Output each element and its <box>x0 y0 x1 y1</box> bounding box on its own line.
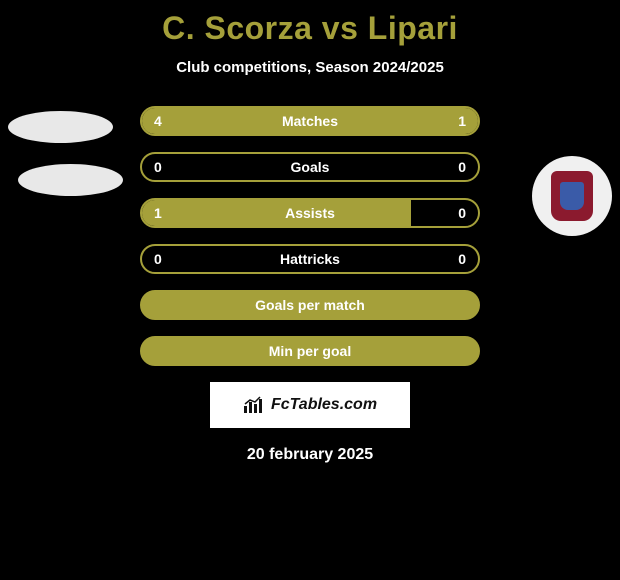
stat-row: Goals per match <box>140 290 480 320</box>
stat-label: Hattricks <box>142 251 478 267</box>
stat-label: Matches <box>142 113 478 129</box>
shield-icon <box>560 182 584 210</box>
snapshot-date: 20 february 2025 <box>0 446 620 464</box>
stat-row: 00Hattricks <box>140 244 480 274</box>
logo-text: FcTables.com <box>271 396 377 414</box>
player2-club-crest <box>532 156 612 236</box>
stat-label: Min per goal <box>142 343 478 359</box>
comparison-title: C. Scorza vs Lipari <box>0 0 620 47</box>
stat-bars: 41Matches 00Goals 10Assists 00Hattricks Goal… <box>140 106 480 366</box>
fctables-logo: FcTables.com <box>210 382 410 428</box>
stat-row: 10Assists <box>140 198 480 228</box>
stat-row: Min per goal <box>140 336 480 366</box>
stat-label: Assists <box>142 205 478 221</box>
chart-icon <box>243 396 265 414</box>
comparison-subtitle: Club competitions, Season 2024/2025 <box>0 59 620 76</box>
crest-icon <box>551 171 593 221</box>
stat-row: 41Matches <box>140 106 480 136</box>
stat-label: Goals per match <box>142 297 478 313</box>
stat-label: Goals <box>142 159 478 175</box>
player1-club-placeholder <box>18 164 123 196</box>
stats-area: 41Matches 00Goals 10Assists 00Hattricks Goal… <box>0 106 620 366</box>
stat-row: 00Goals <box>140 152 480 182</box>
player1-avatar-placeholder <box>8 111 113 143</box>
